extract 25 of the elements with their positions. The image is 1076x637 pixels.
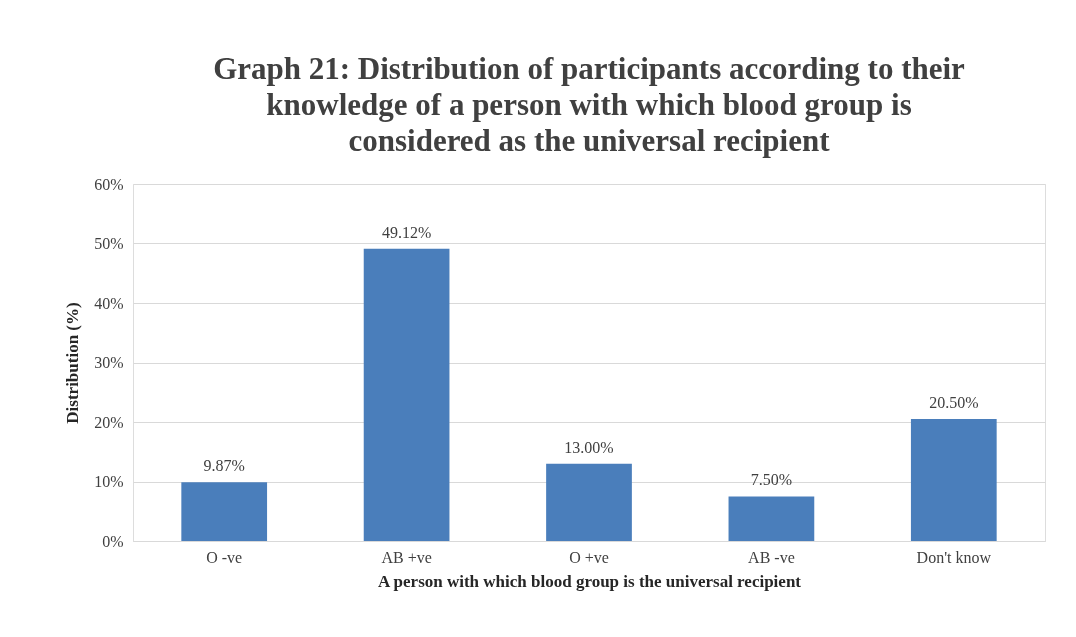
x-tick-label: O -ve — [206, 548, 243, 566]
y-tick-label: 50% — [94, 235, 124, 252]
data-label: 20.50% — [929, 394, 979, 412]
data-label: 9.87% — [203, 457, 245, 475]
bar — [728, 496, 815, 541]
x-axis-title: A person with which blood group is the universal recipient — [377, 571, 802, 591]
data-label: 49.12% — [381, 223, 432, 241]
y-tick-label: 30% — [94, 354, 124, 371]
data-label: 7.50% — [750, 471, 793, 489]
y-tick-label: 0% — [102, 532, 124, 550]
x-tick-label: AB -ve — [748, 548, 795, 566]
y-axis-title: Distribution (%) — [63, 302, 83, 424]
x-tick-label: AB +ve — [381, 548, 432, 566]
y-tick-label: 20% — [94, 413, 124, 431]
data-label: 13.00% — [564, 438, 614, 456]
bar — [363, 248, 450, 541]
bar — [546, 463, 632, 541]
x-tick-label: Don't know — [916, 548, 992, 566]
chart-title: Graph 21: Distribution of participants according to their knowledge of a person with which blood group is considered as the universal recipient — [213, 51, 966, 158]
y-tick-label: 10% — [94, 473, 124, 490]
y-tick-label: 60% — [94, 175, 124, 193]
x-tick-label: O +ve — [569, 548, 609, 566]
bar — [181, 482, 268, 541]
bar — [910, 419, 997, 541]
y-tick-label: 40% — [94, 294, 124, 312]
